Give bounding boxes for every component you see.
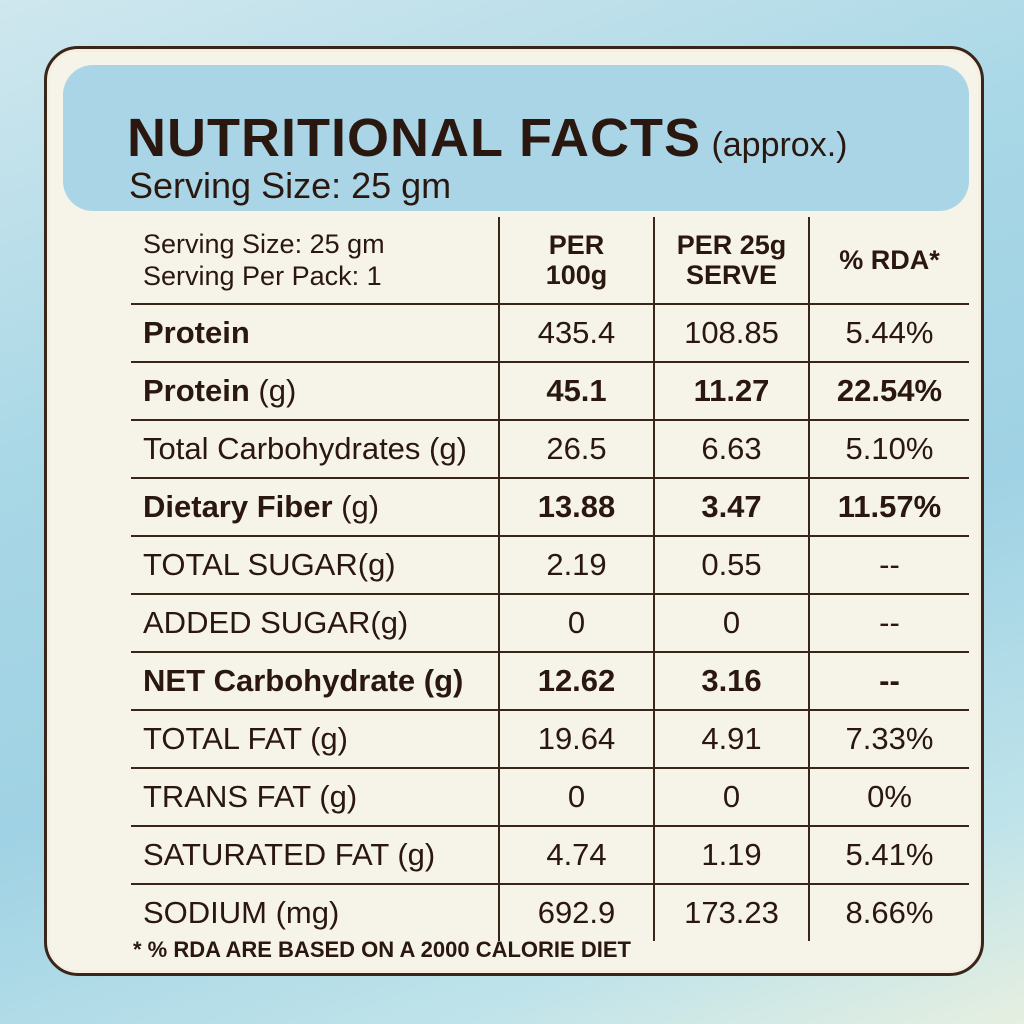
nutrition-card: NUTRITIONAL FACTS (approx.) Serving Size… xyxy=(44,46,984,976)
serving-size-banner: Serving Size: 25 gm xyxy=(129,165,452,206)
value-per-25g: 11.27 xyxy=(654,362,810,421)
nutrient-unit: (g) xyxy=(415,663,464,698)
value-per-100g: 4.74 xyxy=(499,826,655,885)
value-per-25g: 6.63 xyxy=(654,420,810,479)
value-rda: -- xyxy=(809,652,969,711)
value-rda: 11.57% xyxy=(809,478,969,537)
nutrient-name: NET Carbohydrate (g) xyxy=(131,652,500,711)
value-per-25g: 0 xyxy=(654,768,810,827)
value-per-100g: 435.4 xyxy=(499,304,655,363)
nutrient-label: TOTAL FAT (g) xyxy=(143,721,348,756)
value-per-100g: 13.88 xyxy=(499,478,655,537)
title-suffix: (approx.) xyxy=(711,126,848,164)
table-row: TOTAL FAT (g) 19.64 4.91 7.33% xyxy=(131,710,969,769)
table-row: Dietary Fiber (g) 13.88 3.47 11.57% xyxy=(131,478,969,537)
title-line: NUTRITIONAL FACTS (approx.) xyxy=(127,107,848,169)
value-per-100g: 692.9 xyxy=(499,884,655,941)
column-header-per-100g: PER 100g xyxy=(499,217,655,305)
value-per-100g: 26.5 xyxy=(499,420,655,479)
nutrient-label: TRANS FAT (g) xyxy=(143,779,358,814)
nutrient-name: Total Carbohydrates (g) xyxy=(131,420,500,479)
table-row: Protein 435.4 108.85 5.44% xyxy=(131,304,969,363)
nutrient-label: Dietary Fiber xyxy=(143,489,333,524)
table-header-row: Serving Size: 25 gm Serving Per Pack: 1 … xyxy=(131,217,969,305)
nutrient-name: ADDED SUGAR(g) xyxy=(131,594,500,653)
value-rda: 22.54% xyxy=(809,362,969,421)
nutrient-name: SODIUM (mg) xyxy=(131,884,500,941)
column-header-rda: % RDA* xyxy=(809,217,969,305)
header-banner: NUTRITIONAL FACTS (approx.) Serving Size… xyxy=(63,65,969,211)
serving-size-text: Serving Size: 25 gm xyxy=(143,229,385,259)
table-body: Protein 435.4 108.85 5.44% Protein (g) 45.1 11… xyxy=(131,304,969,941)
nutrient-name: TOTAL SUGAR(g) xyxy=(131,536,500,595)
nutrient-name: Protein xyxy=(131,304,500,363)
value-rda: 5.41% xyxy=(809,826,969,885)
nutrient-label: SODIUM (mg) xyxy=(143,895,340,930)
per25-line1: PER 25g xyxy=(676,230,787,260)
value-per-25g: 3.16 xyxy=(654,652,810,711)
table-row: Total Carbohydrates (g) 26.5 6.63 5.10% xyxy=(131,420,969,479)
value-per-25g: 0.55 xyxy=(654,536,810,595)
value-rda: 7.33% xyxy=(809,710,969,769)
per25-line2: SERVE xyxy=(685,260,778,290)
value-per-100g: 19.64 xyxy=(499,710,655,769)
nutrient-label: NET Carbohydrate xyxy=(143,663,416,698)
nutrient-name: TRANS FAT (g) xyxy=(131,768,500,827)
value-rda: 0% xyxy=(809,768,969,827)
nutrient-label: ADDED SUGAR(g) xyxy=(143,605,409,640)
value-per-25g: 3.47 xyxy=(654,478,810,537)
nutrient-name: Protein (g) xyxy=(131,362,500,421)
value-per-25g: 108.85 xyxy=(654,304,810,363)
value-per-25g: 4.91 xyxy=(654,710,810,769)
table-row: SODIUM (mg) 692.9 173.23 8.66% xyxy=(131,884,969,941)
serving-info-cell: Serving Size: 25 gm Serving Per Pack: 1 xyxy=(131,217,500,305)
footnote: * % RDA ARE BASED ON A 2000 CALORIE DIET xyxy=(133,937,631,962)
value-per-100g: 2.19 xyxy=(499,536,655,595)
value-rda: -- xyxy=(809,536,969,595)
value-rda: 5.10% xyxy=(809,420,969,479)
nutrient-unit: (g) xyxy=(249,373,297,408)
value-per-100g: 0 xyxy=(499,594,655,653)
table-row: NET Carbohydrate (g) 12.62 3.16 -- xyxy=(131,652,969,711)
column-header-per-25g: PER 25g SERVE xyxy=(654,217,810,305)
table-row: TRANS FAT (g) 0 0 0% xyxy=(131,768,969,827)
value-per-100g: 12.62 xyxy=(499,652,655,711)
nutrient-unit: (g) xyxy=(332,489,380,524)
value-per-25g: 1.19 xyxy=(654,826,810,885)
nutrient-label: TOTAL SUGAR(g) xyxy=(143,547,396,582)
value-rda: 5.44% xyxy=(809,304,969,363)
table-row: ADDED SUGAR(g) 0 0 -- xyxy=(131,594,969,653)
value-rda: 8.66% xyxy=(845,895,934,930)
value-rda: -- xyxy=(809,594,969,653)
value-per-25g: 173.23 xyxy=(654,884,810,941)
nutrient-name: TOTAL FAT (g) xyxy=(131,710,500,769)
nutrient-label: Total Carbohydrates (g) xyxy=(143,431,467,466)
nutrition-table: Serving Size: 25 gm Serving Per Pack: 1 … xyxy=(131,217,969,941)
value-per-100g: 45.1 xyxy=(499,362,655,421)
nutrient-name: Dietary Fiber (g) xyxy=(131,478,500,537)
table-row: SATURATED FAT (g) 4.74 1.19 5.41% xyxy=(131,826,969,885)
nutrient-label: SATURATED FAT (g) xyxy=(143,837,436,872)
nutrient-label: Protein xyxy=(143,315,250,350)
table-row: TOTAL SUGAR(g) 2.19 0.55 -- xyxy=(131,536,969,595)
per100-line1: PER xyxy=(548,230,605,260)
page-title: NUTRITIONAL FACTS xyxy=(127,108,701,168)
nutrient-name: SATURATED FAT (g) xyxy=(131,826,500,885)
per100-line2: 100g xyxy=(545,260,608,290)
serving-per-pack-text: Serving Per Pack: 1 xyxy=(143,261,382,291)
value-per-100g: 0 xyxy=(499,768,655,827)
table-row: Protein (g) 45.1 11.27 22.54% xyxy=(131,362,969,421)
value-per-25g: 0 xyxy=(654,594,810,653)
nutrient-label: Protein xyxy=(143,373,250,408)
